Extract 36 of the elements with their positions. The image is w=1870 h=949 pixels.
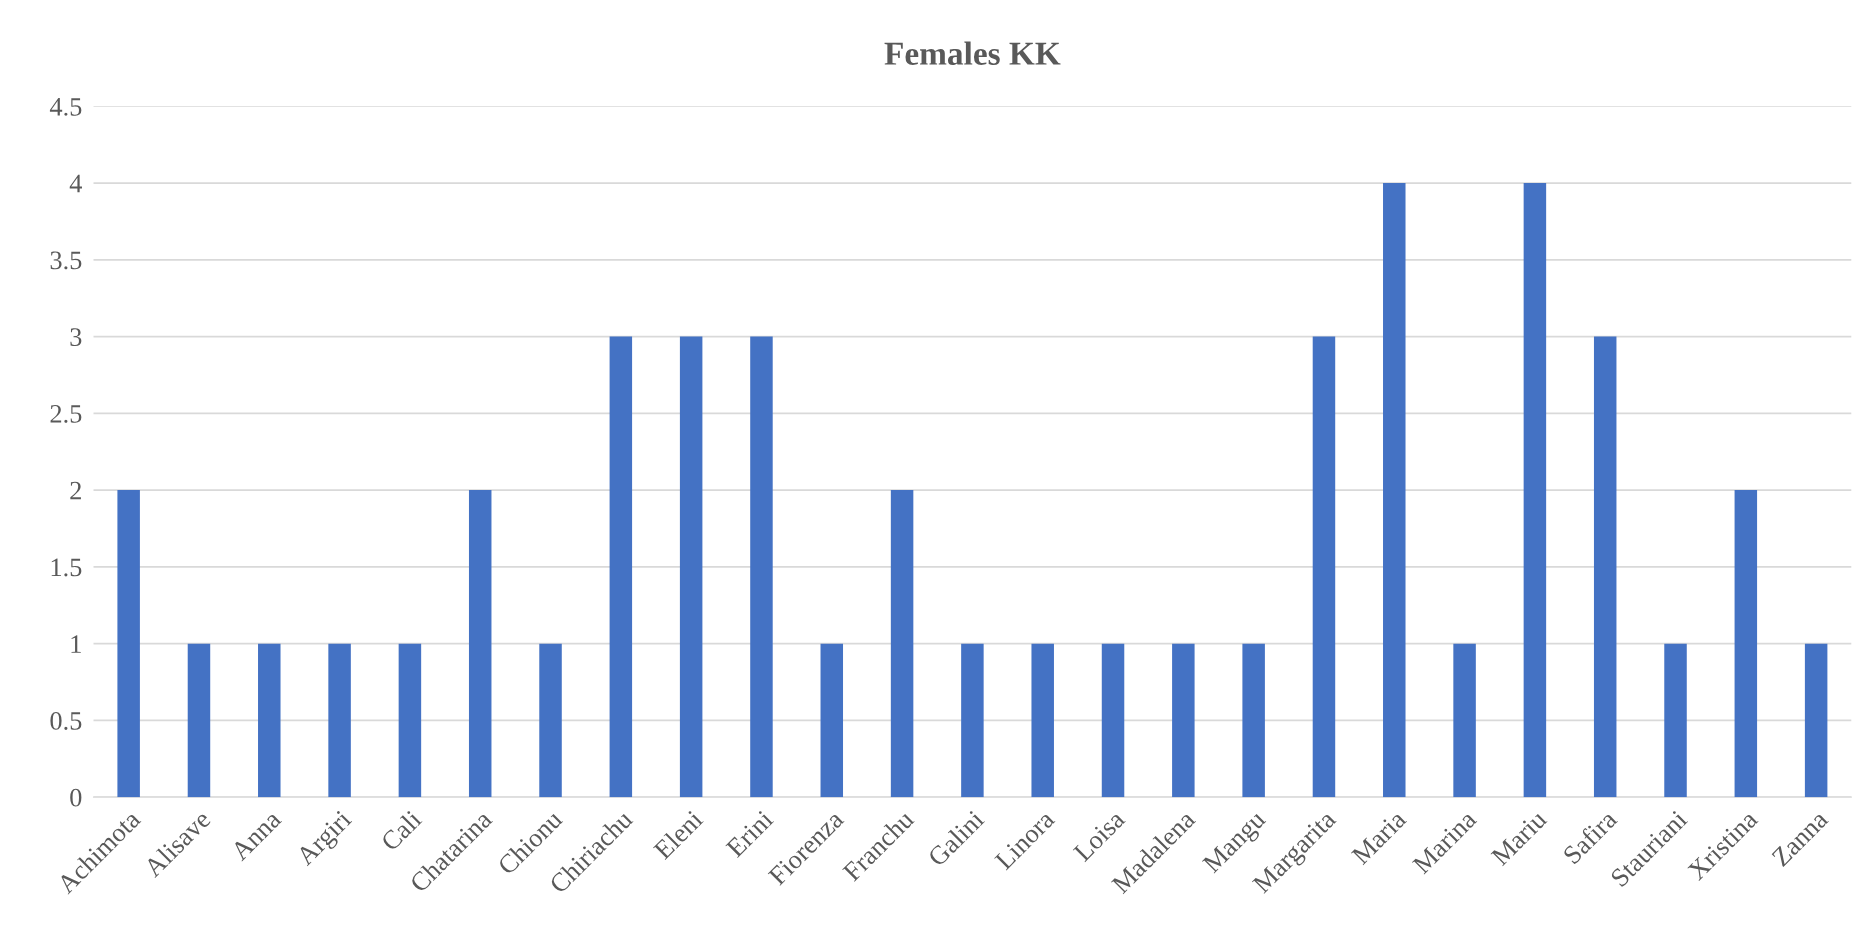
y-tick-label: 4 bbox=[69, 174, 82, 193]
bar bbox=[609, 336, 633, 798]
y-tick-label: 1 bbox=[71, 635, 81, 653]
y-tick-label: 0.5 bbox=[50, 712, 82, 730]
bar bbox=[398, 643, 422, 798]
y-tick-label: 3 bbox=[70, 328, 82, 346]
bar bbox=[1734, 490, 1758, 798]
bar bbox=[750, 336, 773, 798]
bar bbox=[258, 643, 281, 798]
y-tick-label: 2.5 bbox=[50, 405, 82, 423]
y-tick-label: 2 bbox=[70, 481, 81, 500]
y-tick-label: 3.5 bbox=[50, 251, 82, 270]
bar bbox=[820, 643, 844, 798]
bar bbox=[1523, 183, 1547, 798]
bar bbox=[1804, 643, 1828, 798]
bar bbox=[961, 643, 984, 798]
y-tick-label: 0 bbox=[70, 788, 82, 807]
bar bbox=[1312, 336, 1336, 798]
y-tick-label: 1.5 bbox=[51, 558, 82, 577]
bar bbox=[1101, 643, 1125, 798]
bar bbox=[1031, 643, 1054, 798]
chart-title: Females KK bbox=[884, 41, 1061, 65]
bar bbox=[1593, 336, 1617, 798]
bar bbox=[117, 490, 140, 798]
bar bbox=[1453, 643, 1476, 798]
bar bbox=[1383, 183, 1406, 798]
bar bbox=[890, 490, 914, 798]
bar bbox=[539, 643, 562, 798]
bar bbox=[187, 643, 211, 798]
bar bbox=[328, 643, 351, 798]
bar bbox=[679, 336, 703, 798]
bar bbox=[1242, 643, 1265, 798]
y-tick-label: 4.5 bbox=[49, 98, 82, 116]
bar bbox=[468, 490, 492, 798]
bar bbox=[1172, 643, 1195, 798]
bar bbox=[1664, 643, 1687, 798]
